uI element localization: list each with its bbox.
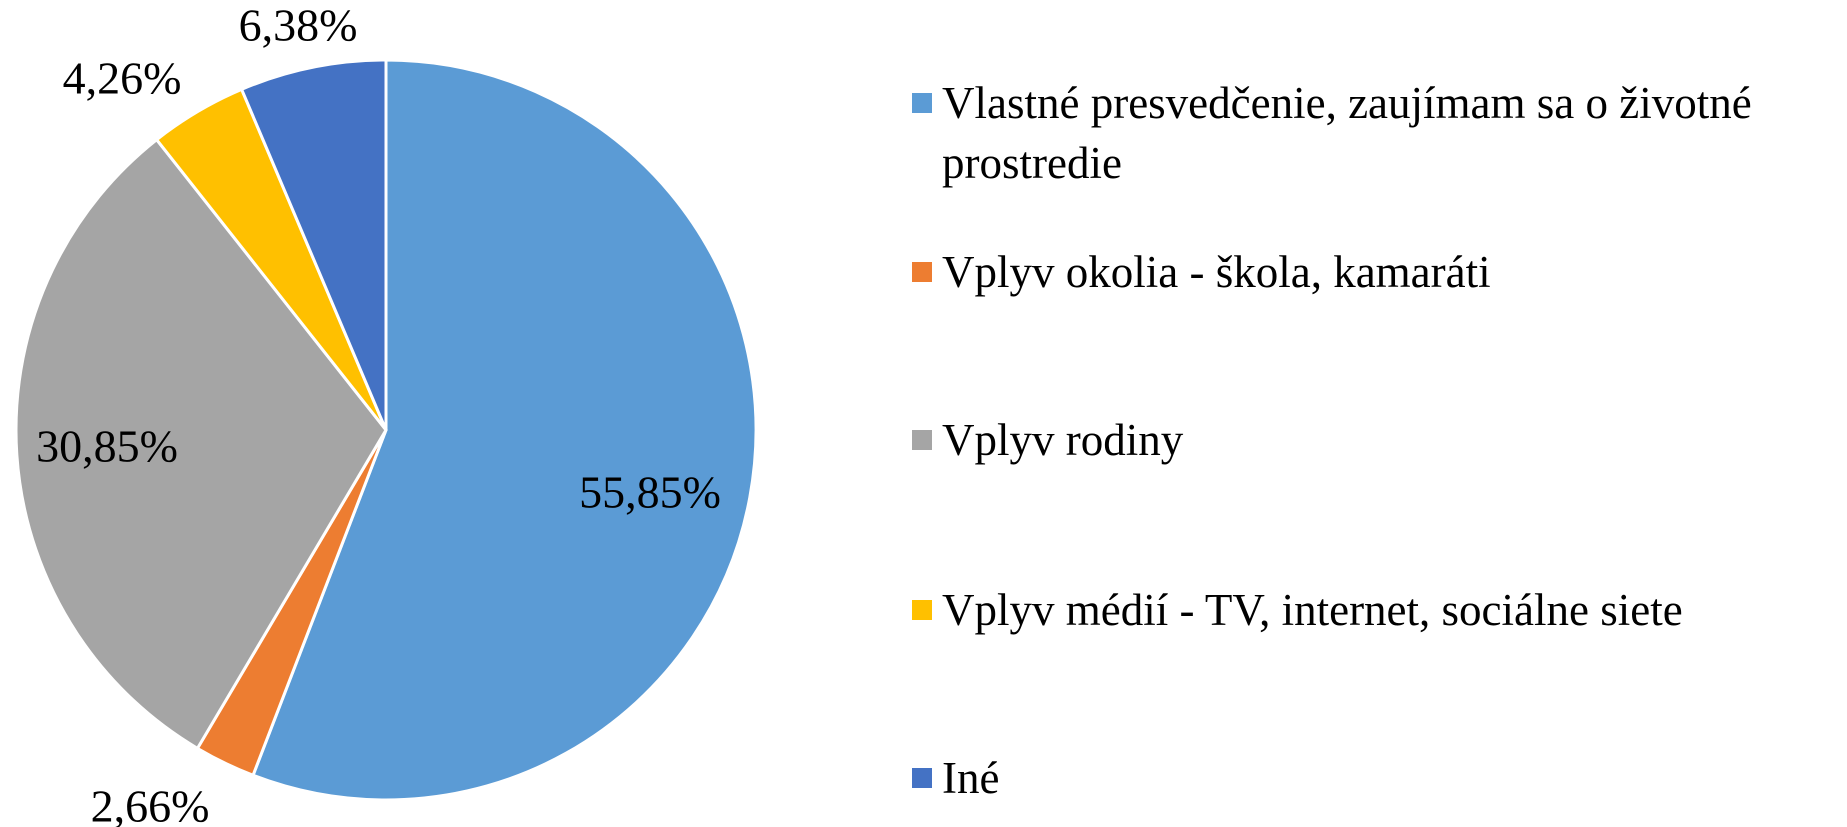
pie-slice xyxy=(14,137,388,751)
pie-slice xyxy=(239,58,388,431)
legend-swatch xyxy=(912,600,932,620)
legend-entry: Vlastné presvedčenie, zaujímam sa o živo… xyxy=(912,73,1752,193)
pie-slice xyxy=(251,58,758,802)
data-label: 55,85% xyxy=(579,467,721,518)
data-label: 2,66% xyxy=(91,781,210,827)
legend-entry: Vplyv rodiny xyxy=(912,410,1832,470)
legend-swatch xyxy=(912,430,932,450)
legend-entry: Vplyv médií - TV, internet, sociálne sie… xyxy=(912,580,1832,640)
pie-area: 55,85% 2,66% 30,85% 4,26% 6,38% xyxy=(14,0,758,827)
data-label: 6,38% xyxy=(239,0,358,51)
legend-entry: Vplyv okolia - škola, kamaráti xyxy=(912,242,1832,302)
data-label: 4,26% xyxy=(63,53,182,104)
data-label: 30,85% xyxy=(36,421,178,472)
legend-entry: Iné xyxy=(912,748,1832,808)
legend-label: Iné xyxy=(942,753,1000,803)
legend-label: Vplyv okolia - škola, kamaráti xyxy=(942,247,1491,297)
legend-swatch xyxy=(912,768,932,788)
legend-swatch xyxy=(912,93,932,113)
legend-label: Vlastné presvedčenie, zaujímam sa o živo… xyxy=(942,78,1752,188)
legend-swatch xyxy=(912,262,932,282)
legend-label: Vplyv médií - TV, internet, sociálne sie… xyxy=(942,585,1683,635)
legend-label: Vplyv rodiny xyxy=(942,415,1184,465)
